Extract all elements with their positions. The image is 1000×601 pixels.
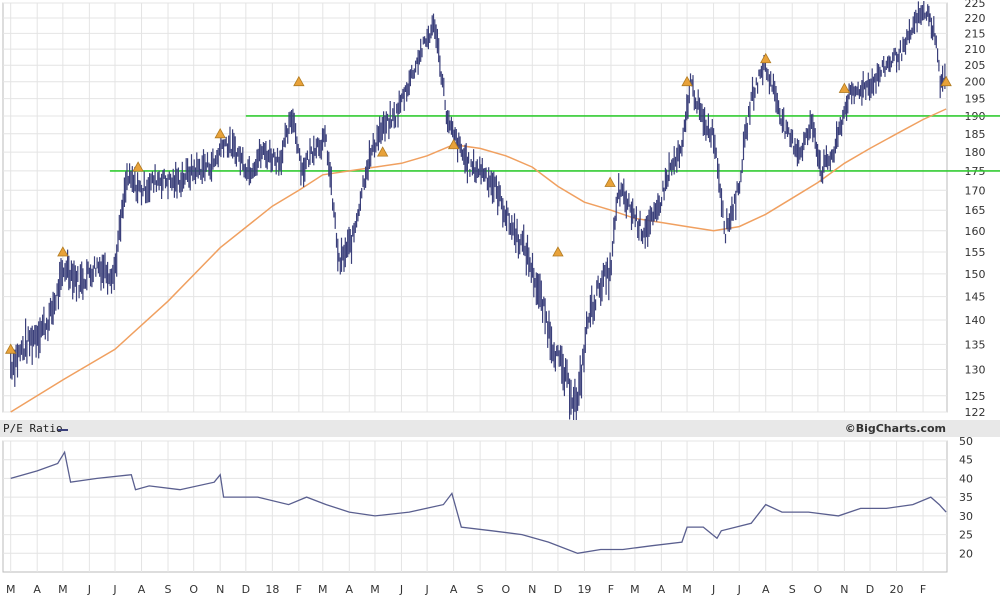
price-tick-label: 180	[965, 146, 986, 159]
month-tick-label: O	[814, 583, 823, 596]
pe-legend-label: P/E Ratio	[3, 422, 63, 435]
main-chart-frame	[2, 2, 948, 413]
month-tick-label: J	[87, 583, 91, 596]
price-tick-label: 220	[965, 12, 986, 25]
price-tick-label: 135	[965, 338, 986, 351]
price-tick-label: 195	[965, 93, 986, 106]
month-tick-label: N	[840, 583, 848, 596]
price-tick-label: 155	[965, 246, 986, 259]
month-tick-label: A	[658, 583, 666, 596]
month-tick-label: M	[6, 583, 16, 596]
price-tick-label: 215	[965, 27, 986, 40]
pe-chart-grid	[3, 440, 947, 572]
pe-axis: 20 25 30 35 40 45 50	[959, 435, 973, 560]
event-marker	[760, 52, 772, 64]
event-marker	[376, 146, 389, 157]
price-tick-label: 150	[965, 268, 986, 281]
price-tick-label: 125	[965, 390, 986, 403]
pe-line-layer	[10, 450, 947, 554]
month-tick-label: A	[450, 583, 458, 596]
pe-tick-label: 40	[959, 472, 973, 485]
month-tick-label: F	[296, 583, 302, 596]
event-marker	[681, 75, 693, 87]
month-tick-label: N	[216, 583, 224, 596]
event-marker	[604, 176, 616, 187]
bigcharts-watermark: ©BigCharts.com	[845, 422, 946, 435]
pe-tick-label: 30	[959, 510, 973, 523]
event-marker	[132, 161, 144, 172]
event-marker	[57, 246, 69, 257]
month-tick-label: J	[424, 583, 428, 596]
month-tick-label: S	[789, 583, 796, 596]
pe-tick-label: 50	[959, 435, 973, 448]
moving-average-layer	[10, 108, 947, 413]
month-tick-label: M	[318, 583, 328, 596]
month-tick-label: M	[682, 583, 692, 596]
main-plot-area	[2, 2, 948, 413]
price-tick-label: 130	[965, 364, 986, 377]
month-tick-label: S	[477, 583, 484, 596]
month-tick-label: 20	[890, 583, 904, 596]
pe-plot-area	[2, 440, 948, 573]
event-marker	[838, 82, 851, 93]
event-marker	[940, 75, 952, 87]
pe-header-band	[0, 420, 1000, 437]
month-tick-label: A	[762, 583, 770, 596]
price-tick-label: 185	[965, 128, 986, 141]
month-tick-label: 18	[265, 583, 279, 596]
pe-tick-label: 25	[959, 529, 973, 542]
month-tick-label: J	[737, 583, 741, 596]
price-tick-label: 165	[965, 204, 986, 217]
month-tick-label: M	[58, 583, 68, 596]
month-tick-label: A	[33, 583, 41, 596]
event-marker	[447, 138, 460, 150]
event-markers	[5, 52, 952, 354]
moving-average-line	[10, 108, 947, 413]
event-marker	[5, 343, 17, 354]
month-tick-label: A	[138, 583, 146, 596]
month-tick-label: S	[165, 583, 172, 596]
price-axis: 1221251301351401451501551601651701751801…	[965, 0, 986, 419]
price-tick-label: 210	[965, 43, 986, 56]
price-tick-label: 140	[965, 314, 986, 327]
month-tick-label: M	[370, 583, 380, 596]
pe-tick-label: 20	[959, 547, 973, 560]
month-tick-label: O	[189, 583, 198, 596]
month-tick-label: J	[112, 583, 116, 596]
event-marker	[293, 75, 305, 87]
pe-tick-label: 35	[959, 491, 973, 504]
month-tick-label: D	[554, 583, 562, 596]
price-tick-label: 170	[965, 184, 986, 197]
price-tick-label: 122	[965, 406, 986, 419]
month-tick-label: J	[711, 583, 715, 596]
price-tick-label: 145	[965, 291, 986, 304]
pe-tick-label: 45	[959, 454, 973, 467]
month-tick-label: M	[630, 583, 640, 596]
month-tick-label: F	[920, 583, 926, 596]
pe-chart-frame	[2, 440, 948, 573]
month-tick-label: J	[399, 583, 403, 596]
price-tick-label: 225	[965, 0, 986, 10]
pe-ratio-line	[10, 450, 947, 554]
price-tick-label: 205	[965, 59, 986, 72]
event-marker	[552, 246, 564, 257]
month-axis: M A M J J A S O N D 18 F M A M J J A S O N D 19 F M A M J J A S O N D 20 F	[6, 583, 926, 596]
month-tick-label: A	[346, 583, 354, 596]
month-tick-label: N	[528, 583, 536, 596]
price-tick-label: 200	[965, 76, 986, 89]
support-lines	[109, 115, 1000, 172]
month-tick-label: F	[608, 583, 614, 596]
price-layer	[10, 1, 946, 427]
event-marker	[214, 127, 226, 139]
price-tick-label: 160	[965, 225, 986, 238]
month-tick-label: D	[242, 583, 250, 596]
month-tick-label: D	[866, 583, 874, 596]
month-tick-label: O	[501, 583, 510, 596]
pe-legend-swatch	[58, 429, 68, 431]
month-tick-label: 19	[577, 583, 591, 596]
